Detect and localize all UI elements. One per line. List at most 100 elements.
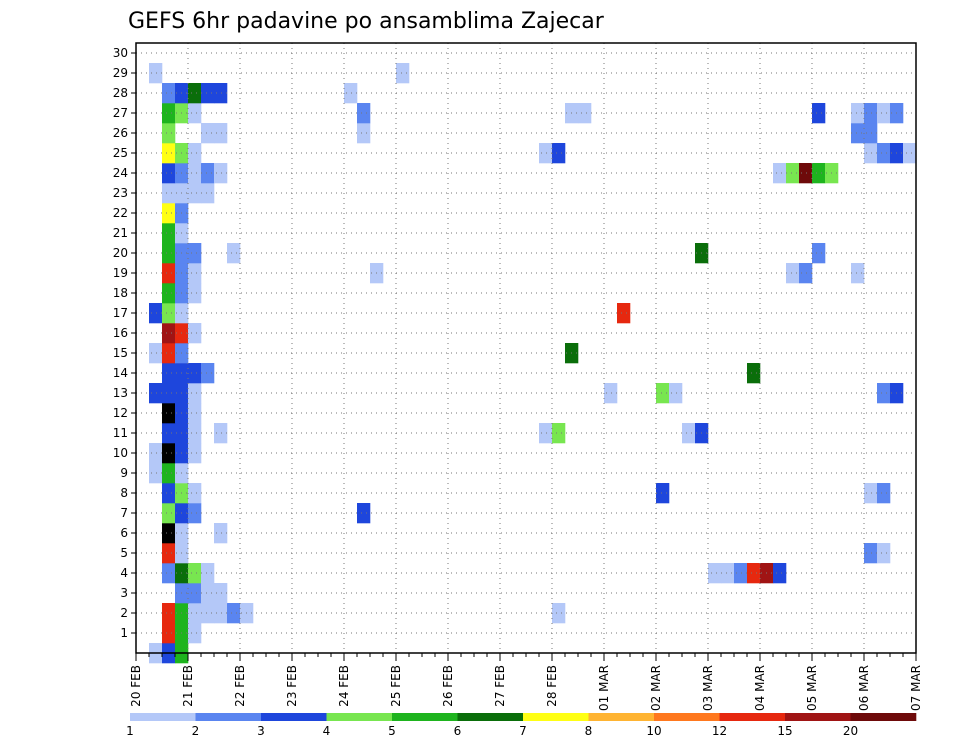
heatmap-cell — [812, 103, 826, 124]
y-tick-label: 5 — [120, 546, 128, 560]
y-tick-label: 28 — [113, 86, 128, 100]
heatmap-cell — [214, 123, 228, 144]
y-tick-label: 8 — [120, 486, 128, 500]
legend-label: 8 — [585, 724, 593, 738]
x-tick-label: 26 FEB — [441, 665, 455, 707]
x-tick-label: 05 MAR — [805, 665, 819, 711]
y-axis-ticks: 1234567891011121314151617181920212223242… — [113, 46, 136, 640]
heatmap-cell — [799, 263, 813, 284]
heatmap-cell — [357, 503, 371, 524]
heatmap-cell — [851, 103, 865, 124]
y-tick-label: 18 — [113, 286, 128, 300]
heatmap-cell — [656, 383, 670, 404]
heatmap-cell — [773, 563, 787, 584]
x-tick-label: 23 FEB — [285, 665, 299, 707]
heatmap-cell — [188, 423, 202, 444]
legend-label: 3 — [257, 724, 265, 738]
x-axis-ticks: 20 FEB 21 FEB 22 FEB 23 FEB 24 FEB 25 FEB 26 F… — [129, 653, 923, 711]
legend-label: 7 — [519, 724, 527, 738]
heatmap-cell — [877, 543, 891, 564]
heatmap-cell — [877, 103, 891, 124]
heatmap-cell — [214, 163, 228, 184]
heatmap-cell — [188, 623, 202, 644]
color-legend: 1 2 3 4 5 6 7 8 10 12 15 20 — [126, 713, 917, 738]
heatmap-cell — [162, 363, 176, 384]
legend-label: 4 — [323, 724, 331, 738]
heatmap-cell — [188, 263, 202, 284]
y-tick-label: 4 — [120, 566, 128, 580]
heatmap-cell — [188, 283, 202, 304]
heatmap-cell — [162, 83, 176, 104]
heatmap-cell — [162, 203, 176, 224]
heatmap-cell — [162, 403, 176, 424]
y-tick-label: 1 — [120, 626, 128, 640]
y-tick-label: 7 — [120, 506, 128, 520]
y-tick-label: 6 — [120, 526, 128, 540]
y-tick-label: 10 — [113, 446, 128, 460]
heatmap-cell — [812, 243, 826, 264]
legend-swatch — [654, 713, 720, 721]
heatmap-cell — [162, 523, 176, 544]
x-tick-label: 04 MAR — [753, 665, 767, 711]
heatmap-cell — [188, 103, 202, 124]
heatmap-cell — [357, 123, 371, 144]
heatmap-cell — [227, 603, 241, 624]
heatmap-cell — [227, 243, 241, 264]
heatmap-cell — [162, 623, 176, 644]
x-tick-label: 01 MAR — [597, 665, 611, 711]
heatmap-cell — [786, 263, 800, 284]
heatmap-cell — [214, 523, 228, 544]
legend-swatch — [850, 713, 917, 721]
legend-label: 5 — [388, 724, 396, 738]
heatmap-cell — [617, 303, 631, 324]
heatmap-cell — [188, 323, 202, 344]
y-tick-label: 9 — [120, 466, 128, 480]
heatmap-cell — [162, 423, 176, 444]
heatmap-cell — [786, 163, 800, 184]
heatmap-cell — [201, 563, 215, 584]
y-tick-label: 3 — [120, 586, 128, 600]
y-tick-label: 21 — [113, 226, 128, 240]
heatmap-cell — [864, 483, 878, 504]
heatmap-cell — [214, 603, 228, 624]
x-tick-label: 27 FEB — [493, 665, 507, 707]
legend-swatch — [326, 713, 393, 721]
heatmap-cell — [799, 163, 813, 184]
heatmap-cell — [162, 303, 176, 324]
heatmap-cell — [669, 383, 683, 404]
heatmap-cell — [162, 443, 176, 464]
heatmap-cell — [162, 163, 176, 184]
x-tick-label: 20 FEB — [129, 665, 143, 707]
heatmap-cell — [656, 483, 670, 504]
y-tick-label: 27 — [113, 106, 128, 120]
y-tick-label: 19 — [113, 266, 128, 280]
heatmap-cell — [188, 163, 202, 184]
heatmap-cell — [773, 163, 787, 184]
legend-swatch — [588, 713, 655, 721]
heatmap-cell — [162, 543, 176, 564]
heatmap-cell — [682, 423, 696, 444]
heatmap-cell — [864, 543, 878, 564]
heatmap-cell — [201, 603, 215, 624]
heatmap-cell — [149, 443, 163, 464]
legend-swatch — [195, 713, 262, 721]
heatmap-cell — [162, 603, 176, 624]
x-tick-label: 24 FEB — [337, 665, 351, 707]
y-tick-label: 13 — [113, 386, 128, 400]
heatmap-cell — [162, 183, 176, 204]
heatmap-cell — [149, 63, 163, 84]
y-tick-label: 14 — [113, 366, 128, 380]
legend-label: 10 — [646, 724, 661, 738]
heatmap-cell — [747, 363, 761, 384]
heatmap-cell — [604, 383, 618, 404]
heatmap-cell — [162, 463, 176, 484]
heatmap-cell — [721, 563, 735, 584]
heatmap-cell — [188, 243, 202, 264]
grid-lines — [136, 43, 916, 653]
legend-swatch — [523, 713, 589, 721]
heatmap-cell — [162, 483, 176, 504]
y-tick-label: 12 — [113, 406, 128, 420]
legend-label: 12 — [712, 724, 727, 738]
heatmap-cell — [188, 583, 202, 604]
heatmap-cell — [162, 503, 176, 524]
